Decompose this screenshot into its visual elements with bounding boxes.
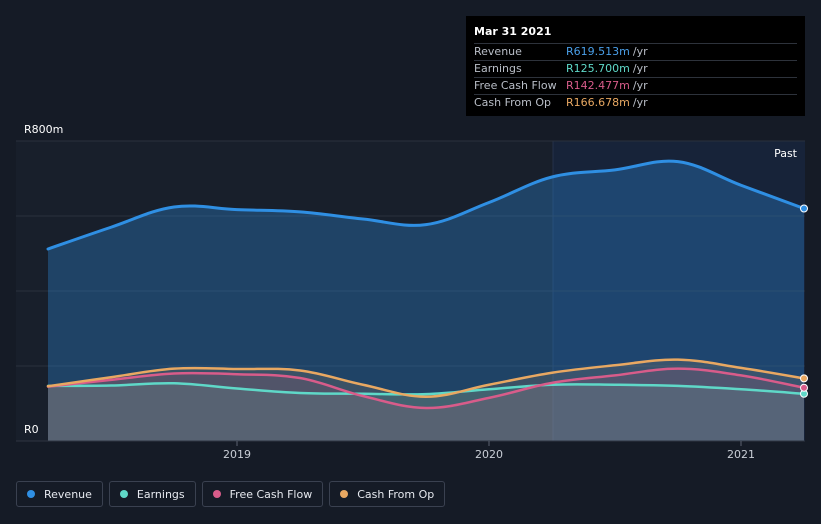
earnings-line [46, 381, 806, 396]
legend-dot-icon [119, 490, 128, 498]
tooltip-unit: /yr [632, 45, 648, 58]
free-cash-flow-endpoint[interactable] [800, 383, 808, 392]
tooltip-value: R166.678m [566, 96, 630, 109]
cash-from-op-area [48, 359, 804, 441]
free-cash-flow-area [48, 368, 804, 441]
tooltip-unit: /yr [632, 62, 648, 75]
cash-from-op-endpoint[interactable] [800, 374, 808, 383]
tooltip-row-revenue: Revenue R619.513m /yr [474, 43, 797, 60]
tooltip-label: Revenue [474, 45, 522, 58]
tooltip-row-free-cash-flow: Free Cash Flow R142.477m /yr [474, 77, 797, 94]
y-tick-zero: R0 [24, 423, 39, 436]
past-label: Past [774, 147, 798, 160]
y-tick-top: R800m [24, 123, 63, 136]
free-cash-flow-line [46, 367, 806, 410]
tooltip-unit: /yr [632, 79, 648, 92]
revenue-endpoint[interactable] [800, 204, 808, 213]
legend-dot-icon [212, 490, 221, 498]
tooltip: Mar 31 2021 Revenue R619.513m /yr Earnin… [466, 16, 805, 116]
legend-dot-icon [340, 490, 349, 498]
legend-item-revenue[interactable]: Revenue [16, 481, 103, 507]
tooltip-label: Earnings [474, 62, 522, 75]
legend-item-cash-from-op[interactable]: Cash From Op [329, 481, 446, 507]
revenue-line [46, 159, 806, 251]
legend-label: Revenue [44, 487, 92, 501]
legend-dot-icon [27, 490, 35, 498]
tooltip-label: Cash From Op [474, 96, 552, 109]
tooltip-value: R619.513m [566, 45, 630, 58]
legend: Revenue Earnings Free Cash Flow Cash Fro… [16, 481, 446, 507]
tooltip-value: R142.477m [566, 79, 630, 92]
legend-item-free-cash-flow[interactable]: Free Cash Flow [201, 481, 324, 507]
x-tick-label: 2019 [223, 448, 251, 461]
tooltip-unit: /yr [632, 96, 648, 109]
tooltip-date: Mar 31 2021 [474, 25, 552, 38]
cash-from-op-line [46, 358, 806, 399]
legend-label: Cash From Op [357, 487, 435, 501]
tooltip-label: Free Cash Flow [474, 79, 557, 92]
tooltip-row-earnings: Earnings R125.700m /yr [474, 60, 797, 77]
x-tick-label: 2020 [475, 448, 503, 461]
legend-label: Free Cash Flow [229, 487, 313, 501]
legend-label: Earnings [136, 487, 185, 501]
earnings-area [48, 383, 804, 441]
x-tick-label: 2021 [727, 448, 755, 461]
tooltip-value: R125.700m [566, 62, 630, 75]
legend-item-earnings[interactable]: Earnings [108, 481, 196, 507]
revenue-area [48, 161, 804, 442]
tooltip-row-cash-from-op: Cash From Op R166.678m /yr [474, 94, 797, 111]
